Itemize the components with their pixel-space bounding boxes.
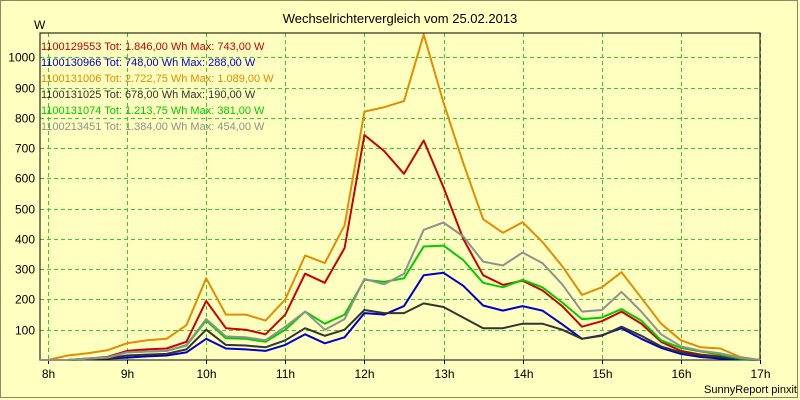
x-tick-label: 13h: [434, 367, 454, 381]
y-tick-label: 800: [15, 112, 35, 126]
y-tick-label: 900: [15, 82, 35, 96]
y-tick-label: 700: [15, 142, 35, 156]
x-tick-label: 11h: [276, 367, 295, 381]
legend-entry-1100130966: 1100130966 Tot: 748,00 Wh Max: 288,00 W: [41, 57, 256, 69]
legend-entry-1100129553: 1100129553 Tot: 1.846,00 Wh Max: 743,00 …: [41, 41, 265, 53]
x-tick-label: 17h: [750, 367, 770, 381]
y-tick-label: 300: [15, 263, 35, 277]
x-tick-label: 14h: [513, 367, 533, 381]
axes: 100 200 300 400 500 600 700 800 900 1000 8h 9h 10h 11…: [8, 32, 771, 381]
x-tick-label: 9h: [121, 367, 134, 381]
y-tick-label: 600: [15, 172, 35, 186]
x-tick-label: 10h: [196, 367, 216, 381]
series-line-1100131025: [40, 302, 761, 361]
y-tick-label: 100: [15, 324, 35, 338]
legend-entry-1100131074: 1100131074 Tot: 1.213,75 Wh Max: 381,00 …: [41, 105, 265, 117]
x-tick-label: 8h: [42, 367, 55, 381]
series-line-1100129553: [40, 134, 761, 361]
y-tick-label: 500: [15, 203, 35, 217]
plot-area-border: [39, 32, 761, 361]
series-line-1100131006: [40, 33, 761, 361]
legend-entry-1100213451: 1100213451 Tot: 1.384,00 Wh Max: 454,00 …: [41, 121, 265, 133]
footer-credit: SunnyReport pinxit: [704, 384, 797, 396]
chart-title: Wechselrichtervergleich vom 25.02.2013: [283, 11, 518, 26]
series-line-1100213451: [40, 221, 761, 361]
y-tick-label: 200: [15, 293, 35, 307]
y-axis-unit-label: W: [34, 18, 46, 32]
legend-entry-1100131006: 1100131006 Tot: 2.722,75 Wh Max: 1.089,0…: [41, 73, 274, 85]
series-line-1100130966: [40, 271, 761, 361]
legend-entry-1100131025: 1100131025 Tot: 678,00 Wh Max: 190,00 W: [41, 89, 256, 101]
y-tick-label: 400: [15, 233, 35, 247]
legend: 1100129553 Tot: 1.846,00 Wh Max: 743,00 …: [41, 41, 274, 133]
series-lines: [40, 33, 761, 361]
x-tick-label: 12h: [354, 367, 374, 381]
x-tick-label: 15h: [592, 367, 612, 381]
x-tick-label: 16h: [671, 367, 691, 381]
y-tick-label: 1000: [8, 51, 35, 65]
